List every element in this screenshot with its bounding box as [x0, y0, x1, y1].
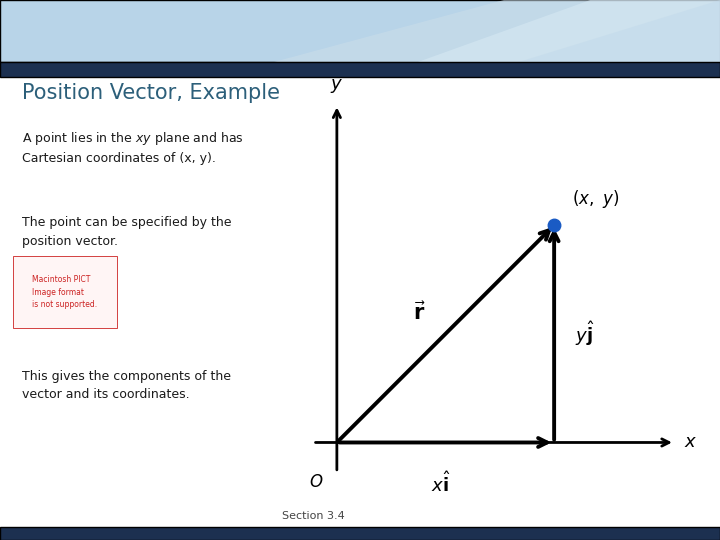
FancyBboxPatch shape [0, 0, 720, 62]
Text: $x$: $x$ [684, 434, 697, 451]
Text: Position Vector, Example: Position Vector, Example [22, 83, 279, 103]
Text: $y$: $y$ [330, 77, 343, 96]
Text: $x\hat{\mathbf{i}}$: $x\hat{\mathbf{i}}$ [431, 471, 451, 496]
Text: The point can be specified by the
position vector.: The point can be specified by the positi… [22, 216, 231, 247]
Text: A point lies in the $xy$ plane and has
Cartesian coordinates of (x, y).: A point lies in the $xy$ plane and has C… [22, 130, 243, 165]
Polygon shape [418, 0, 720, 62]
Text: Section 3.4: Section 3.4 [282, 511, 345, 521]
Polygon shape [274, 0, 720, 62]
Text: $y\hat{\mathbf{j}}$: $y\hat{\mathbf{j}}$ [575, 320, 595, 348]
Text: $(x,\ y)$: $(x,\ y)$ [572, 188, 619, 210]
Text: $\vec{\mathbf{r}}$: $\vec{\mathbf{r}}$ [413, 301, 426, 323]
FancyBboxPatch shape [0, 526, 720, 540]
Polygon shape [518, 0, 720, 62]
Text: Macintosh PICT
Image format
is not supported.: Macintosh PICT Image format is not suppo… [32, 275, 97, 309]
Text: This gives the components of the
vector and its coordinates.: This gives the components of the vector … [22, 370, 230, 401]
Text: $O$: $O$ [309, 472, 323, 491]
FancyBboxPatch shape [0, 62, 720, 77]
